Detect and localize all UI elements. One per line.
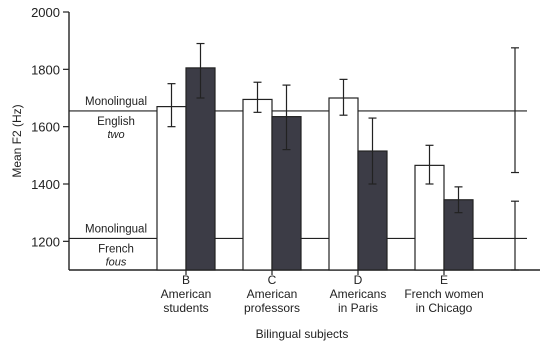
category-label-line2: in Paris xyxy=(338,301,378,315)
x-axis-title: Bilingual subjects xyxy=(256,327,349,341)
category-label-line1: Americans xyxy=(330,287,387,301)
category-label-line1: French women xyxy=(404,287,483,301)
reference-label-line2: English xyxy=(97,116,135,128)
category-label-line1: American xyxy=(247,287,298,301)
category-label-line1: American xyxy=(161,287,212,301)
white-bar xyxy=(242,98,273,271)
category-label-line2: in Chicago xyxy=(416,301,473,315)
white-bar xyxy=(156,105,187,271)
y-tick-label: 1600 xyxy=(31,120,60,135)
category-letter: D xyxy=(354,273,363,287)
y-tick-label: 1200 xyxy=(31,234,60,249)
y-tick-label: 2000 xyxy=(31,5,60,20)
reference-label-line1: Monolingual xyxy=(85,223,147,235)
category-label-line2: professors xyxy=(244,301,300,315)
reference-label-line1: Monolingual xyxy=(85,96,147,108)
category-letter: C xyxy=(268,273,277,287)
white-bar xyxy=(414,164,445,271)
white-bar xyxy=(328,97,359,271)
y-tick-label: 1800 xyxy=(31,62,60,77)
y-axis-title: Mean F2 (Hz) xyxy=(10,104,24,177)
reference-label-word: two xyxy=(107,129,124,141)
category-letter: E xyxy=(440,273,448,287)
category-label-line2: students xyxy=(163,301,208,315)
y-tick-label: 1400 xyxy=(31,177,60,192)
category-letter: B xyxy=(182,273,190,287)
reference-label-word: fous xyxy=(106,256,127,268)
reference-label-line2: French xyxy=(98,243,134,255)
